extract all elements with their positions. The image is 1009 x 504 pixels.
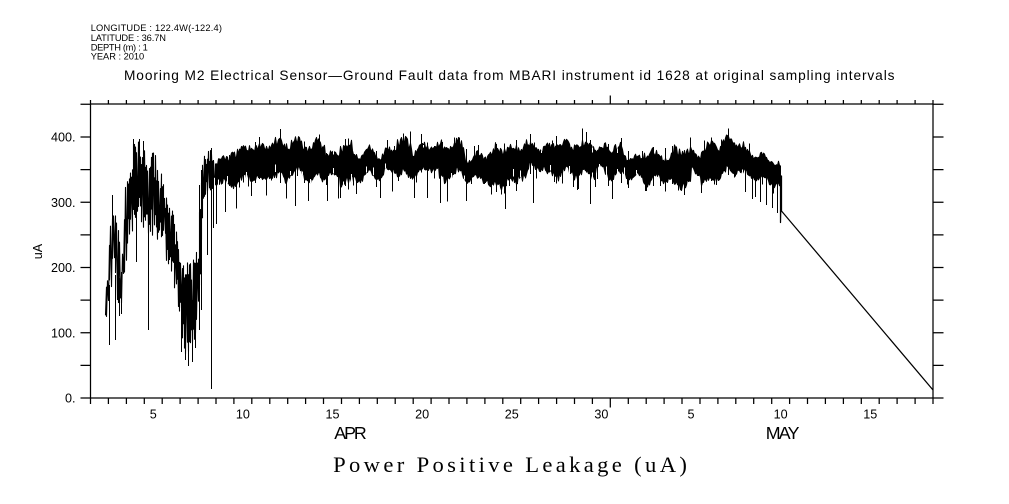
svg-text:100.: 100. xyxy=(51,326,76,340)
svg-text:15: 15 xyxy=(325,408,339,422)
svg-text:10: 10 xyxy=(774,408,788,422)
svg-text:15: 15 xyxy=(863,408,877,422)
svg-text:400.: 400. xyxy=(51,131,76,145)
svg-text:20: 20 xyxy=(415,408,429,422)
svg-text:30: 30 xyxy=(594,408,608,422)
svg-text:300.: 300. xyxy=(51,196,76,210)
svg-text:LONGITUDE : 122.4W(-122.4): LONGITUDE : 122.4W(-122.4) xyxy=(91,23,222,33)
svg-text:10: 10 xyxy=(236,408,250,422)
svg-text:DEPTH (m) : 1: DEPTH (m) : 1 xyxy=(91,43,148,53)
svg-text:Mooring M2 Electrical Sensor—G: Mooring M2 Electrical Sensor—Ground Faul… xyxy=(124,68,895,83)
svg-text:25: 25 xyxy=(505,408,519,422)
svg-text:MAY: MAY xyxy=(766,423,800,443)
svg-text:LATITUDE : 36.7N: LATITUDE : 36.7N xyxy=(91,33,166,43)
svg-text:uA: uA xyxy=(31,243,45,259)
svg-text:APR: APR xyxy=(334,423,367,443)
svg-text:YEAR : 2010: YEAR : 2010 xyxy=(91,52,145,62)
svg-text:200.: 200. xyxy=(51,261,76,275)
svg-text:Power Positive Leakage (uA): Power Positive Leakage (uA) xyxy=(333,452,687,477)
svg-text:5: 5 xyxy=(150,408,157,422)
svg-text:5: 5 xyxy=(687,408,694,422)
svg-text:0.: 0. xyxy=(65,392,76,406)
